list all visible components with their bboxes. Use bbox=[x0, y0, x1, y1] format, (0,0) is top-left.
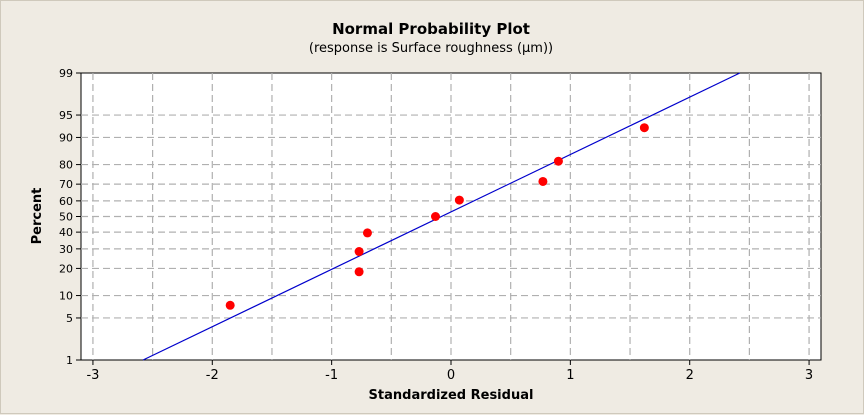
x-tick-label: 2 bbox=[686, 368, 694, 383]
x-tick-label: 3 bbox=[805, 368, 813, 383]
x-tick-label: 1 bbox=[566, 368, 574, 383]
y-tick-label: 80 bbox=[59, 159, 73, 172]
data-point bbox=[430, 212, 440, 221]
data-points bbox=[225, 123, 649, 310]
x-tick-label: -2 bbox=[206, 368, 219, 383]
y-tick-label: 60 bbox=[59, 195, 73, 208]
y-tick-label: 30 bbox=[59, 243, 73, 256]
y-tick-label: 20 bbox=[59, 262, 73, 275]
x-tick-label: 0 bbox=[447, 368, 455, 383]
y-tick-label: 50 bbox=[59, 211, 73, 224]
y-tick-label: 10 bbox=[59, 290, 73, 303]
y-tick-label: 70 bbox=[59, 178, 73, 191]
data-point bbox=[454, 195, 464, 205]
fit-line bbox=[142, 72, 741, 361]
x-tick-label: -3 bbox=[86, 368, 99, 383]
x-tick-label: -1 bbox=[325, 368, 338, 383]
data-point bbox=[538, 176, 548, 186]
data-point bbox=[354, 267, 364, 277]
fit-line-layer bbox=[142, 72, 741, 361]
x-axis-label: Standardized Residual bbox=[369, 388, 534, 403]
data-point bbox=[639, 123, 649, 133]
y-tick-label: 99 bbox=[59, 67, 73, 80]
chart-subtitle: (response is Surface roughness (µm)) bbox=[309, 41, 553, 56]
data-point bbox=[225, 300, 235, 310]
data-point bbox=[553, 156, 563, 166]
y-tick-label: 5 bbox=[66, 312, 73, 325]
chart-title: Normal Probability Plot bbox=[332, 20, 530, 38]
y-axis-label: Percent bbox=[30, 188, 45, 245]
axes: 1 5 10 20 30 40 50 60 70 80 90 95 99 -3 -2 -1 0 1 2 3 bbox=[59, 67, 813, 383]
y-tick-label: 40 bbox=[59, 226, 73, 239]
y-tick-label: 1 bbox=[66, 354, 73, 367]
data-point bbox=[362, 228, 372, 238]
grid bbox=[81, 73, 821, 360]
y-tick-label: 95 bbox=[59, 109, 73, 122]
y-tick-label: 90 bbox=[59, 131, 73, 144]
data-point bbox=[354, 247, 364, 257]
